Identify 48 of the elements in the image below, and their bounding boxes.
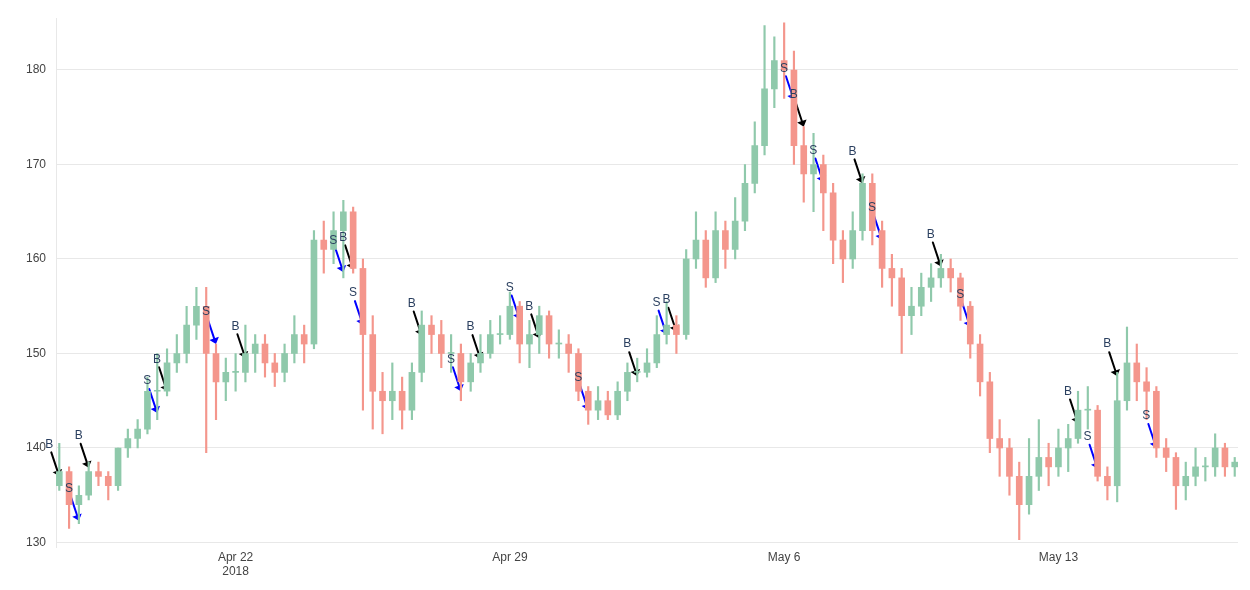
annotation: B	[74, 428, 83, 443]
annotation: S	[446, 351, 455, 366]
annotation: S	[868, 200, 877, 215]
x-tick-label: May 6	[767, 549, 801, 564]
annotation: B	[623, 336, 632, 351]
annotation: S	[143, 373, 152, 388]
y-tick-label: 140	[25, 440, 47, 455]
annotation: S	[652, 294, 661, 309]
candlestick	[908, 287, 915, 335]
annotation: B	[339, 229, 348, 244]
annotation: S	[348, 285, 357, 300]
annotation: B	[1064, 383, 1073, 398]
candlestick	[1143, 367, 1150, 420]
y-tick-label: 160	[25, 251, 47, 266]
annotation: B	[789, 86, 798, 101]
annotation: S	[329, 232, 338, 247]
annotation: B	[1103, 336, 1112, 351]
annotation: S	[1083, 429, 1092, 444]
annotation: S	[809, 142, 818, 157]
candlestick	[526, 320, 533, 368]
annotation: B	[926, 226, 935, 241]
annotation: B	[231, 318, 240, 333]
annotation: B	[466, 319, 475, 334]
annotation: B	[407, 295, 416, 310]
annotation: B	[45, 436, 54, 451]
y-tick-label: 180	[25, 62, 47, 77]
candlestick	[428, 315, 435, 354]
y-tick-label: 170	[25, 156, 47, 171]
annotation: B	[153, 351, 162, 366]
candlestick	[810, 132, 817, 213]
y-tick-label: 150	[25, 345, 47, 360]
annotation: B	[525, 298, 534, 313]
annotation: B	[848, 143, 857, 158]
candlestick	[379, 372, 386, 435]
annotation: S	[505, 279, 514, 294]
annotation: S	[202, 304, 211, 319]
annotation: S	[64, 481, 73, 496]
y-tick-label: 130	[25, 534, 47, 549]
candlestick	[95, 461, 102, 487]
annotation: S	[956, 287, 965, 302]
annotation: S	[779, 60, 788, 75]
annotation: S	[574, 370, 583, 385]
x-tick-label: Apr 22 2018	[217, 549, 254, 579]
annotation: S	[1142, 408, 1151, 423]
x-tick-label: May 13	[1038, 549, 1079, 564]
x-tick-label: Apr 29	[492, 549, 528, 564]
candlestick	[1192, 447, 1199, 487]
annotation: B	[662, 292, 671, 307]
